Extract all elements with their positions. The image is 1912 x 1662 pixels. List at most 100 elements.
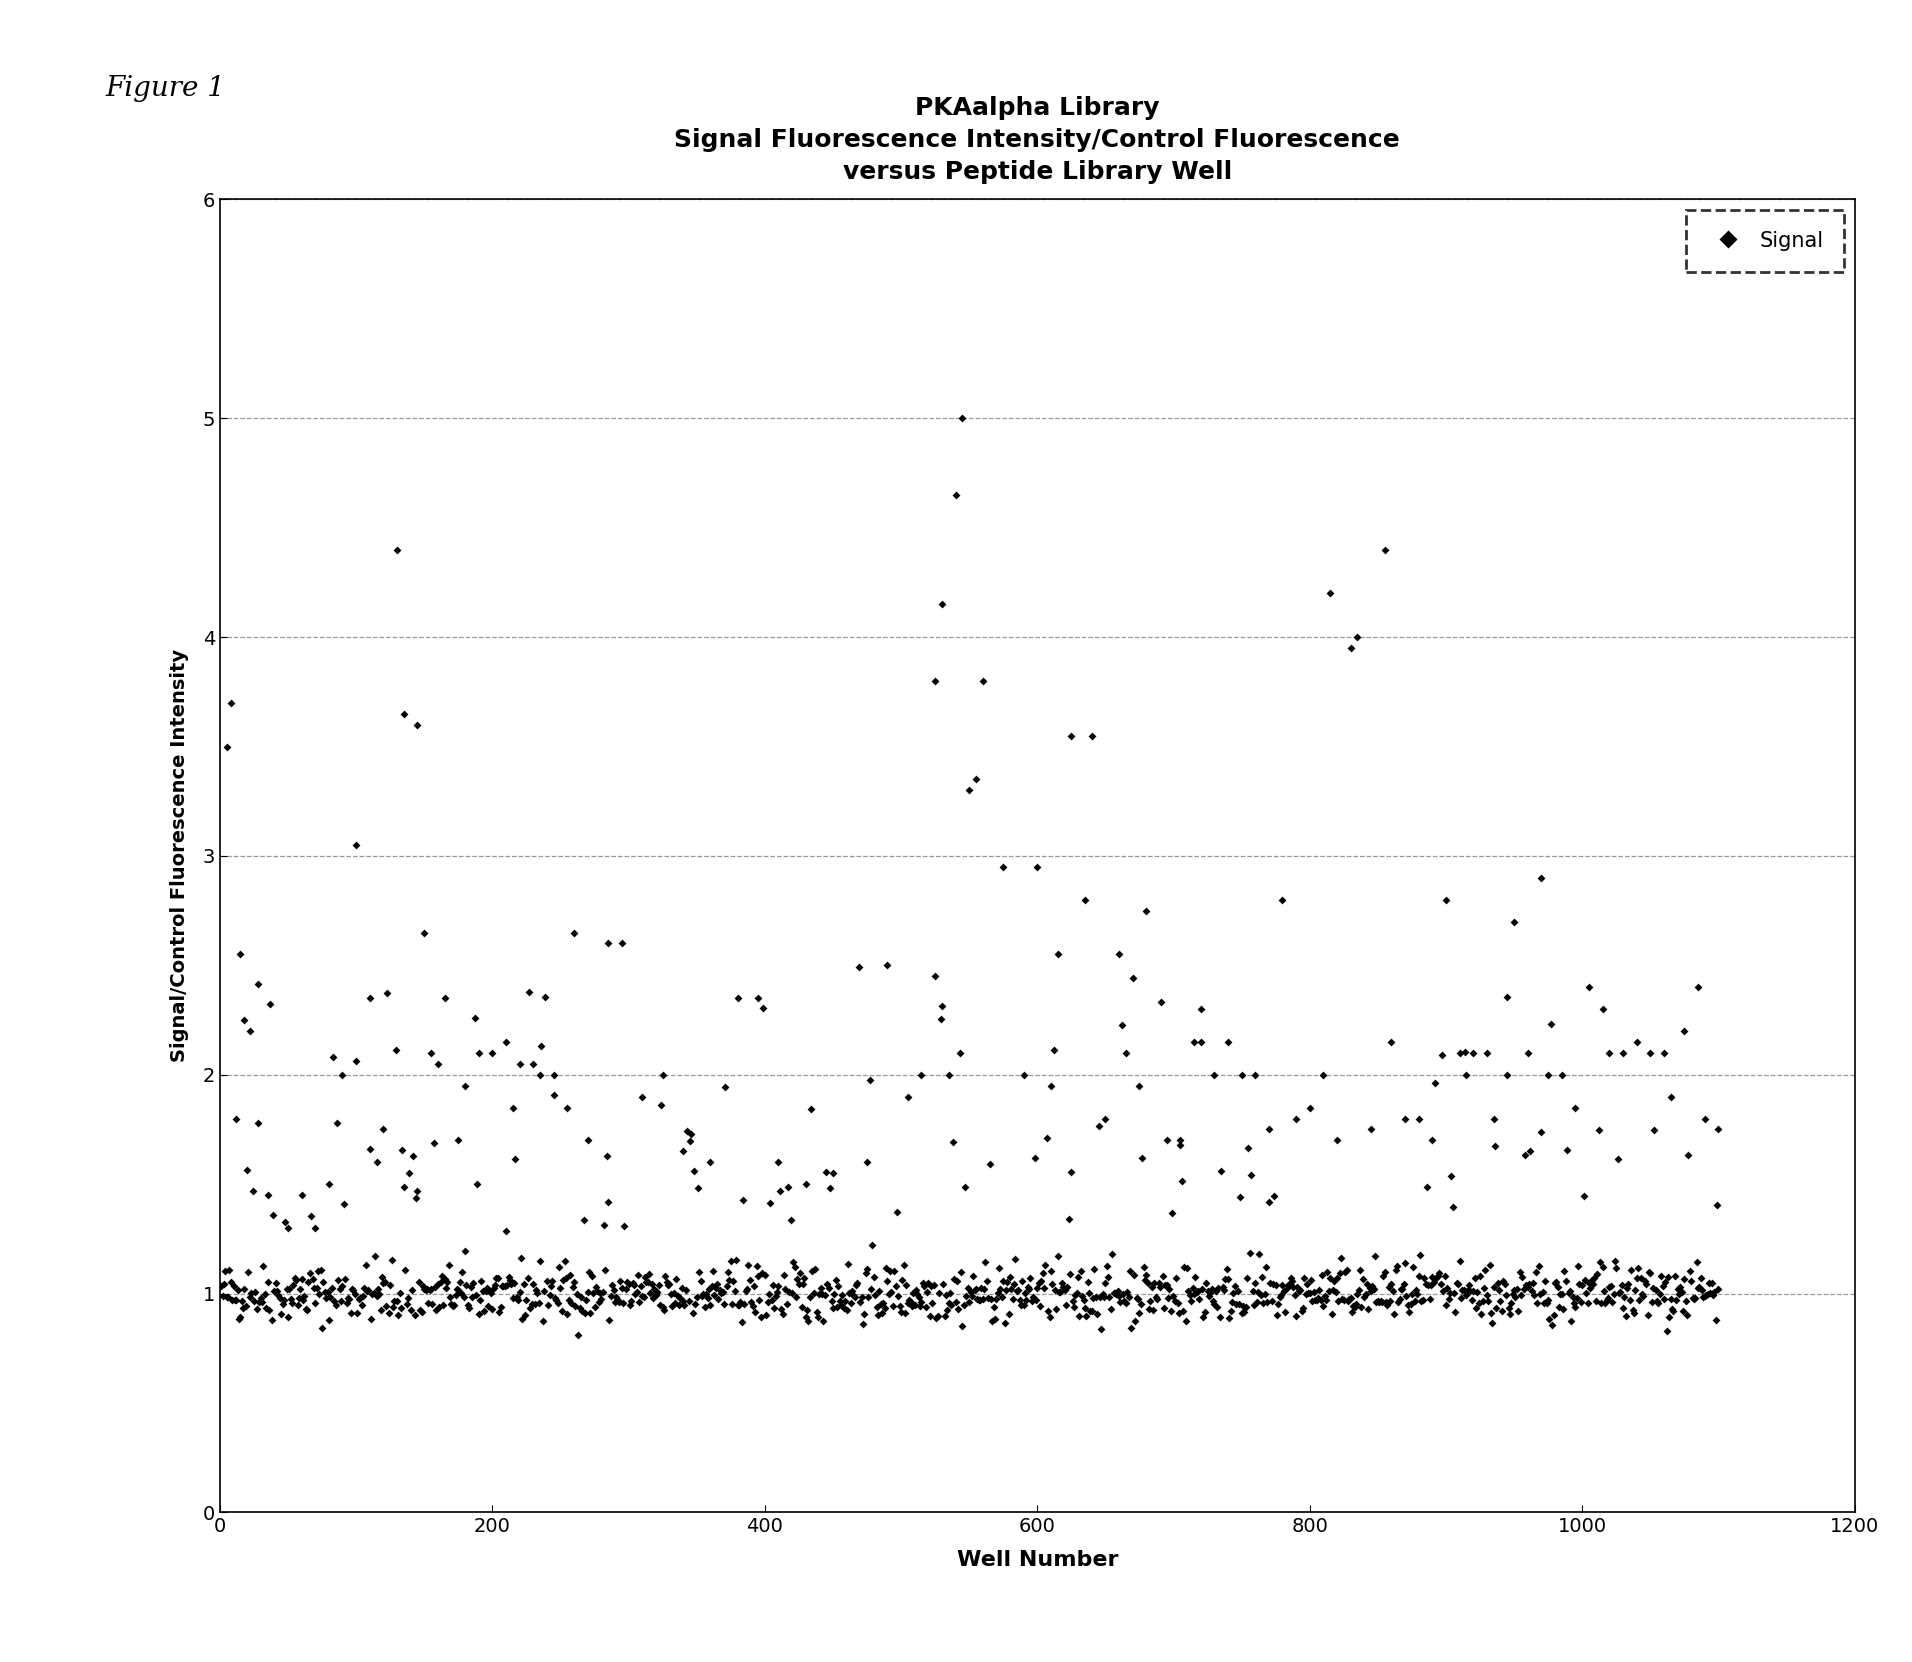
Point (1241, 1288, 1271, 1315)
Point (1491, 1281, 1522, 1308)
Point (283, 1285, 314, 1311)
Point (1283, 1275, 1314, 1301)
Point (1480, 1133, 1510, 1160)
Point (644, 1291, 675, 1318)
Point (1520, 1281, 1551, 1308)
Point (359, 1242, 390, 1268)
Point (300, 1290, 331, 1316)
Point (380, 1037, 411, 1064)
Point (635, 1280, 665, 1306)
Point (302, 1256, 333, 1283)
Point (1061, 1280, 1092, 1306)
Point (518, 1050, 549, 1077)
Point (1294, 1094, 1325, 1120)
Point (545, 1275, 576, 1301)
Point (1597, 1288, 1627, 1315)
Point (738, 1273, 769, 1300)
Point (1260, 1271, 1291, 1298)
Point (467, 1268, 497, 1295)
Point (1380, 1256, 1411, 1283)
Point (946, 406, 977, 432)
Point (1568, 1182, 1598, 1208)
Point (619, 1271, 650, 1298)
Point (1308, 1062, 1338, 1089)
Point (1648, 1285, 1679, 1311)
Point (262, 1278, 293, 1305)
Point (795, 1095, 826, 1122)
Point (363, 1276, 394, 1303)
Point (1124, 1300, 1155, 1326)
Point (713, 1266, 744, 1293)
Point (216, 690, 247, 716)
Point (834, 1280, 864, 1306)
Point (723, 1291, 753, 1318)
Point (486, 1273, 516, 1300)
Point (1073, 1268, 1103, 1295)
Point (1264, 1290, 1294, 1316)
Point (987, 1283, 1017, 1310)
Point (1405, 1242, 1436, 1268)
Point (432, 1268, 463, 1295)
Point (1331, 1258, 1361, 1285)
Point (572, 1286, 602, 1313)
Point (795, 1285, 826, 1311)
Point (897, 1293, 927, 1320)
Point (1080, 1285, 1111, 1311)
Point (1256, 1288, 1287, 1315)
Point (1342, 1281, 1373, 1308)
Point (950, 1283, 981, 1310)
Point (1566, 1288, 1597, 1315)
Point (306, 1315, 337, 1341)
Point (688, 1280, 719, 1306)
Point (356, 1306, 386, 1333)
Point (495, 1266, 526, 1293)
Point (445, 1280, 476, 1306)
Point (1159, 1288, 1189, 1315)
Point (1444, 1246, 1474, 1273)
Point (1325, 1245, 1356, 1271)
Point (541, 1286, 572, 1313)
Point (237, 1178, 268, 1205)
Point (1577, 1271, 1608, 1298)
Point (1585, 1248, 1616, 1275)
Point (600, 1283, 631, 1310)
Point (218, 1273, 249, 1300)
Point (719, 1268, 750, 1295)
Point (254, 1296, 285, 1323)
Point (809, 1281, 839, 1308)
Point (1426, 1042, 1457, 1069)
Point (451, 1271, 482, 1298)
Point (598, 1276, 629, 1303)
Point (860, 1281, 891, 1308)
Point (1606, 1271, 1637, 1298)
Point (453, 1291, 484, 1318)
Point (436, 1291, 467, 1318)
Point (535, 1273, 566, 1300)
Point (964, 1286, 994, 1313)
Point (1021, 1286, 1052, 1313)
Point (1164, 1127, 1195, 1153)
Point (748, 994, 778, 1020)
Point (277, 1290, 308, 1316)
Point (1262, 1301, 1293, 1328)
Point (1363, 1288, 1394, 1315)
Point (212, 733, 243, 760)
Point (1275, 1265, 1306, 1291)
Point (751, 1301, 782, 1328)
Point (229, 1276, 260, 1303)
Point (1686, 1276, 1717, 1303)
Point (1036, 1072, 1067, 1099)
Point (1419, 1268, 1449, 1295)
Point (809, 1308, 839, 1335)
Point (1340, 1291, 1371, 1318)
Point (1518, 1270, 1549, 1296)
Point (1375, 1288, 1405, 1315)
Point (1310, 1283, 1340, 1310)
Point (962, 1286, 992, 1313)
Point (975, 1150, 1006, 1177)
Point (1170, 1308, 1201, 1335)
Point (1031, 1251, 1061, 1278)
Point (260, 1270, 291, 1296)
Point (1082, 1301, 1113, 1328)
Point (1667, 1280, 1698, 1306)
